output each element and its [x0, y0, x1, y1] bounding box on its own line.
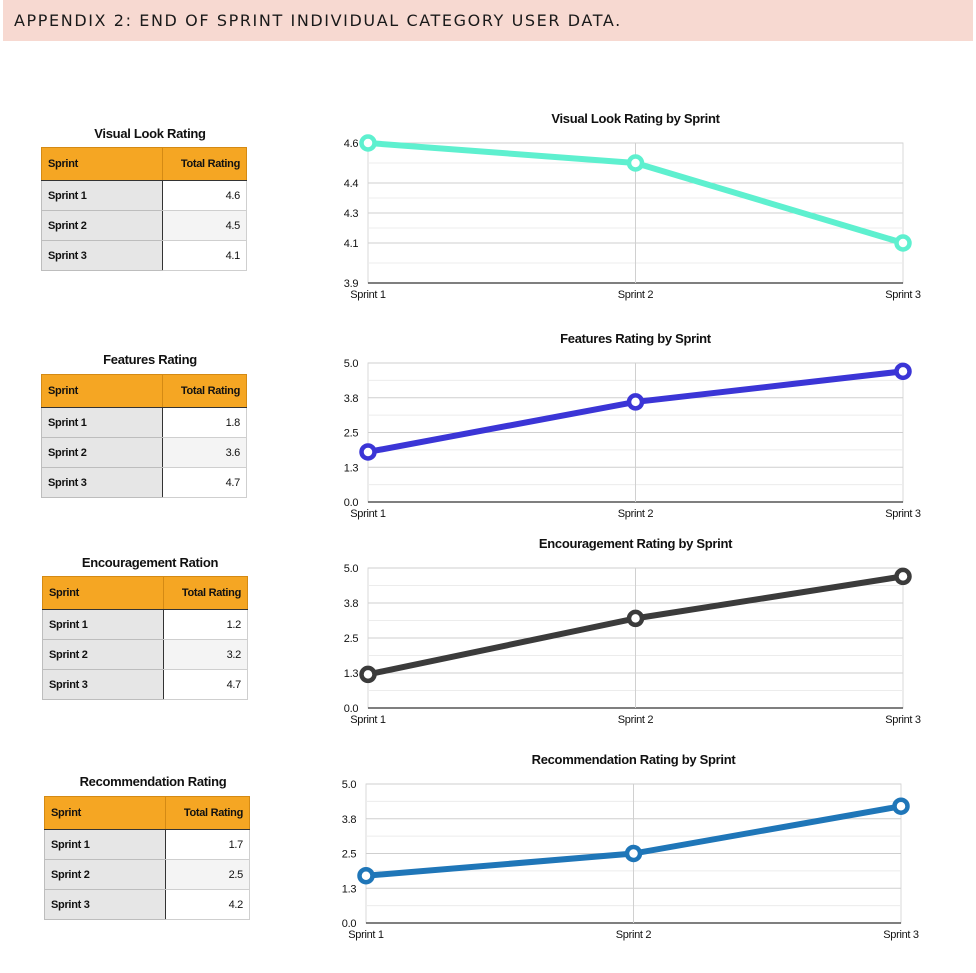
row-label: Sprint 3 — [42, 669, 164, 700]
y-tick-label: 2.5 — [344, 428, 359, 440]
y-tick-label: 0.0 — [344, 497, 359, 509]
chart-title: Recommendation Rating by Sprint — [532, 752, 737, 767]
x-tick-label: Sprint 3 — [885, 289, 921, 301]
row-label: Sprint 2 — [41, 210, 163, 241]
x-tick-label: Sprint 3 — [885, 508, 921, 520]
row-value: 4.7 — [162, 467, 247, 498]
y-tick-label: 2.5 — [344, 633, 359, 645]
y-tick-label: 1.3 — [344, 668, 359, 680]
y-tick-label: 3.8 — [344, 598, 359, 610]
data-point — [626, 609, 645, 628]
data-point — [626, 393, 645, 411]
y-tick-label: 1.3 — [344, 462, 359, 474]
table-row: Sprint 2 3.6 — [41, 437, 247, 468]
table-header-row: Sprint Total Rating — [42, 576, 248, 610]
x-tick-label: Sprint 1 — [350, 289, 386, 301]
data-point — [894, 362, 912, 381]
x-tick-label: Sprint 2 — [618, 289, 654, 301]
recommendation-line-chart: Recommendation Rating by Sprint 0.0 1.3 2.5… — [342, 752, 919, 941]
encouragement-line-chart: Encouragement Rating by Sprint 0.0 1.3 2.5 3… — [344, 536, 921, 726]
y-tick-label: 4.3 — [344, 208, 359, 220]
row-label: Sprint 3 — [41, 240, 163, 271]
data-point — [892, 797, 910, 815]
column-header-sprint: Sprint — [41, 374, 163, 408]
data-point — [359, 134, 377, 152]
row-label: Sprint 2 — [42, 639, 164, 670]
row-value: 3.2 — [163, 639, 248, 670]
table-row: Sprint 2 3.2 — [42, 639, 248, 670]
x-tick-label: Sprint 1 — [350, 508, 386, 520]
y-tick-label: 1.3 — [342, 883, 357, 895]
x-tick-label: Sprint 3 — [883, 929, 919, 941]
row-label: Sprint 1 — [41, 180, 163, 211]
features-line-chart: Features Rating by Sprint 0.0 1.3 2.5 3.8 5.0… — [344, 331, 921, 520]
row-label: Sprint 3 — [41, 467, 163, 498]
table-title-recommendation: Recommendation Rating — [79, 774, 227, 789]
table-row: Sprint 1 4.6 — [41, 180, 247, 211]
row-value: 4.7 — [163, 669, 248, 700]
row-value: 3.6 — [162, 437, 247, 468]
row-value: 4.2 — [165, 889, 250, 920]
appendix-title: APPENDIX 2: END OF SPRINT INDIVIDUAL CAT… — [14, 11, 622, 30]
x-tick-label: Sprint 2 — [618, 714, 654, 726]
y-tick-label: 4.4 — [344, 178, 359, 190]
column-header-total-rating: Total Rating — [162, 147, 247, 181]
y-tick-label: 5.0 — [344, 563, 359, 575]
chart-title: Features Rating by Sprint — [560, 331, 712, 346]
table-title-visual-look: Visual Look Rating — [94, 126, 206, 141]
y-tick-label: 4.6 — [344, 138, 359, 150]
row-label: Sprint 2 — [44, 859, 166, 890]
x-tick-label: Sprint 3 — [885, 714, 921, 726]
data-point — [359, 443, 377, 461]
y-tick-label: 3.8 — [344, 393, 359, 405]
table-row: Sprint 3 4.2 — [44, 889, 250, 920]
row-value: 4.1 — [162, 240, 247, 271]
y-tick-label: 0.0 — [344, 703, 359, 715]
y-tick-label: 5.0 — [342, 779, 357, 791]
y-tick-label: 3.9 — [344, 278, 359, 290]
visual-look-line-chart: Visual Look Rating by Sprint 3.9 4.1 4.3 4.4… — [344, 111, 921, 301]
x-tick-label: Sprint 1 — [348, 929, 384, 941]
table-row: Sprint 3 4.7 — [41, 467, 247, 498]
table-row: Sprint 3 4.7 — [42, 669, 248, 700]
row-value: 1.2 — [163, 609, 248, 640]
data-point — [359, 665, 377, 684]
table-header-row: Sprint Total Rating — [41, 147, 247, 181]
column-header-sprint: Sprint — [42, 576, 164, 610]
row-label: Sprint 1 — [44, 829, 166, 860]
chart-title: Encouragement Rating by Sprint — [539, 536, 733, 551]
table-title-encouragement: Encouragement Ration — [81, 555, 219, 570]
row-value: 4.6 — [162, 180, 247, 211]
table-title-features: Features Rating — [103, 352, 197, 367]
visual-look-table: Sprint Total Rating Sprint 1 4.6 Sprint … — [41, 147, 247, 271]
recommendation-table: Sprint Total Rating Sprint 1 1.7 Sprint … — [44, 796, 250, 920]
table-row: Sprint 3 4.1 — [41, 240, 247, 271]
row-label: Sprint 2 — [41, 437, 163, 468]
x-tick-label: Sprint 1 — [350, 714, 386, 726]
y-tick-label: 0.0 — [342, 918, 357, 930]
x-tick-label: Sprint 2 — [618, 508, 654, 520]
data-point — [626, 154, 645, 172]
table-row: Sprint 2 2.5 — [44, 859, 250, 890]
column-header-total-rating: Total Rating — [165, 796, 250, 830]
appendix-banner: APPENDIX 2: END OF SPRINT INDIVIDUAL CAT… — [3, 0, 973, 41]
data-point — [894, 567, 912, 586]
x-tick-label: Sprint 2 — [616, 929, 652, 941]
data-point — [894, 234, 912, 252]
encouragement-table: Sprint Total Rating Sprint 1 1.2 Sprint … — [42, 576, 248, 700]
column-header-total-rating: Total Rating — [162, 374, 247, 408]
y-tick-label: 2.5 — [342, 849, 357, 861]
row-label: Sprint 3 — [44, 889, 166, 920]
data-point — [357, 866, 375, 885]
y-tick-label: 3.8 — [342, 814, 357, 826]
chart-title: Visual Look Rating by Sprint — [551, 111, 720, 126]
y-tick-label: 4.1 — [344, 238, 359, 250]
data-point — [624, 844, 643, 863]
features-table: Sprint Total Rating Sprint 1 1.8 Sprint … — [41, 374, 247, 498]
row-label: Sprint 1 — [41, 407, 163, 438]
y-tick-label: 5.0 — [344, 358, 359, 370]
table-header-row: Sprint Total Rating — [41, 374, 247, 408]
